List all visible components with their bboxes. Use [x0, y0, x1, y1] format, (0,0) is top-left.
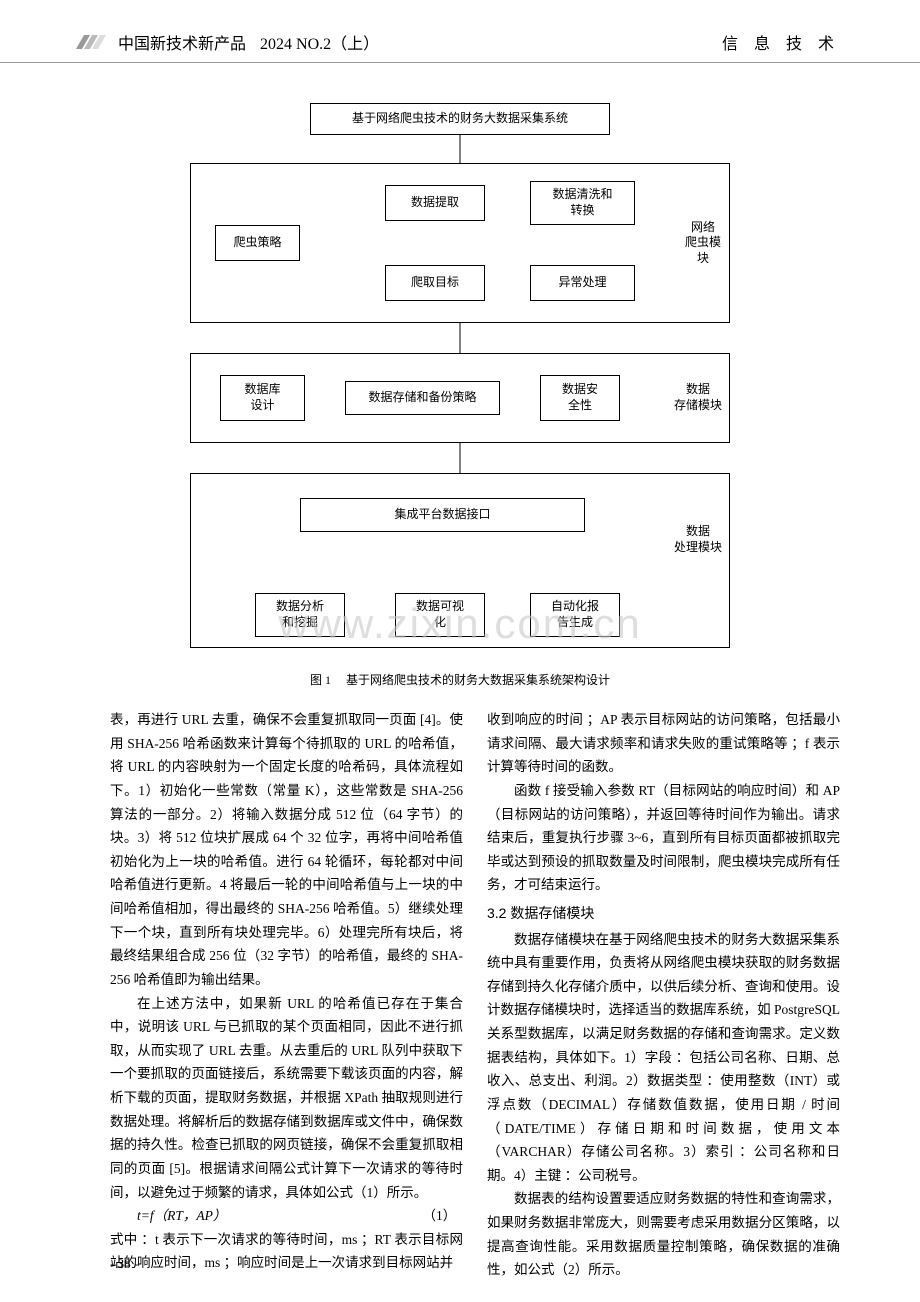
m1-clean-box: 数据清洗和 转换 [530, 181, 635, 225]
formula-1: t=f（RT，AP） （1） [110, 1204, 463, 1228]
diagram-caption: 图 1 基于网络爬虫技术的财务大数据采集系统架构设计 [170, 671, 750, 688]
header-slash-icon [80, 35, 110, 49]
formula-lhs: t=f（RT，AP） [137, 1204, 226, 1228]
m3-analysis-box: 数据分析 和挖掘 [255, 593, 345, 637]
m1-strategy-box: 爬虫策略 [215, 225, 300, 261]
m3-report-box: 自动化报 告生成 [530, 593, 620, 637]
architecture-diagram: 基于网络爬虫技术的财务大数据采集系统 网络 爬虫模块 爬虫策略 数据提取 爬取目… [170, 103, 750, 688]
section-3-2-title: 3.2 数据存储模块 [487, 901, 840, 926]
right-column: 收到响应的时间 ；AP 表示目标网站的访问策略，包括最小请求间隔、最大请求频率和… [487, 708, 840, 1282]
diagram-title: 基于网络爬虫技术的财务大数据采集系统 [352, 111, 568, 127]
right-p4: 数据表的结构设置要适应财务数据的特性和查询需求，如果财务数据非常庞大，则需要考虑… [487, 1187, 840, 1282]
left-p2: 在上述方法中，如果新 URL 的哈希值已存在于集合中，说明该 URL 与已抓取的… [110, 992, 463, 1205]
section-name: 信 息 技 术 [722, 30, 840, 54]
left-p1: 表，再进行 URL 去重，确保不会重复抓取同一页面 [4]。使用 SHA-256… [110, 708, 463, 992]
module3-label: 数据 处理模块 [673, 524, 723, 555]
module1-label: 网络 爬虫模块 [683, 220, 723, 267]
m2-backup-box: 数据存储和备份策略 [345, 381, 500, 415]
m2-dbdesign-box: 数据库 设计 [220, 375, 305, 421]
page-number: - 38 - [110, 1256, 138, 1272]
issue-number: 2024 NO.2（上） [260, 30, 379, 54]
m1-target-box: 爬取目标 [385, 265, 485, 301]
journal-name: 中国新技术新产品 [118, 30, 246, 54]
left-column: 表，再进行 URL 去重，确保不会重复抓取同一页面 [4]。使用 SHA-256… [110, 708, 463, 1282]
right-p2: 函数 f 接受输入参数 RT（目标网站的响应时间）和 AP（目标网站的访问策略）… [487, 779, 840, 897]
diagram-title-box: 基于网络爬虫技术的财务大数据采集系统 [310, 103, 610, 135]
m2-security-box: 数据安 全性 [540, 375, 620, 421]
m3-interface-box: 集成平台数据接口 [300, 498, 585, 532]
m1-extract-box: 数据提取 [385, 185, 485, 221]
module2-label: 数据 存储模块 [673, 382, 723, 413]
m1-exception-box: 异常处理 [530, 265, 635, 301]
formula-num: （1） [423, 1204, 457, 1228]
left-p3: 式中 ：t 表示下一次请求的等待时间，ms ；RT 表示目标网站的响应时间，ms… [110, 1228, 463, 1275]
m3-vis-box: 数据可视 化 [395, 593, 485, 637]
right-p1: 收到响应的时间 ；AP 表示目标网站的访问策略，包括最小请求间隔、最大请求频率和… [487, 708, 840, 779]
page-header: 中国新技术新产品 2024 NO.2（上） 信 息 技 术 [0, 0, 920, 63]
right-p3: 数据存储模块在基于网络爬虫技术的财务大数据采集系统中具有重要作用，负责将从网络爬… [487, 928, 840, 1188]
body-columns: 表，再进行 URL 去重，确保不会重复抓取同一页面 [4]。使用 SHA-256… [0, 698, 920, 1282]
header-left: 中国新技术新产品 2024 NO.2（上） [80, 30, 379, 54]
